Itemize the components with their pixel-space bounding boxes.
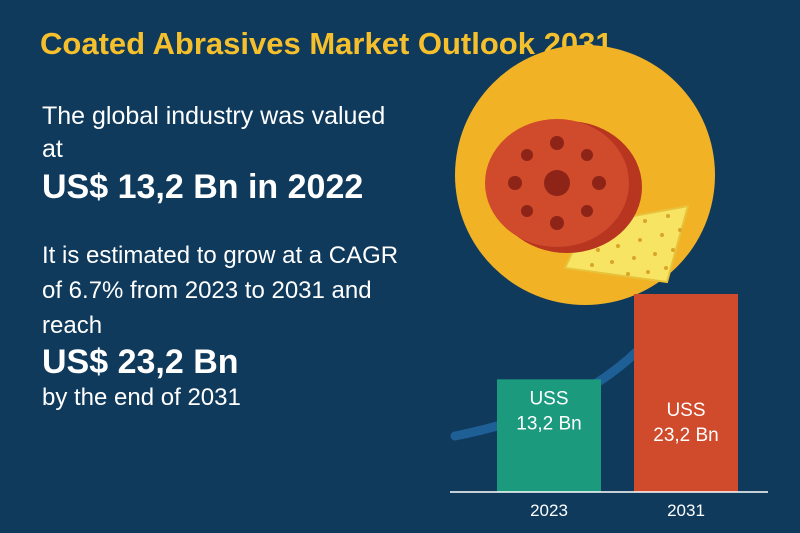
abrasive-disc-icon bbox=[485, 119, 642, 253]
bar-value-label: USS bbox=[666, 400, 705, 421]
bar-value-label: 13,2 Bn bbox=[516, 413, 582, 434]
growth-text: It is estimated to grow at a CAGR of 6.7… bbox=[42, 242, 399, 339]
value-2031-headline: US$ 23,2 Bn bbox=[42, 343, 239, 381]
page-title: Coated Abrasives Market Outlook 2031 bbox=[40, 26, 613, 61]
bar-value-label: 23,2 Bn bbox=[653, 425, 719, 446]
bar-2023 bbox=[497, 379, 601, 492]
end-text: by the end of 2031 bbox=[42, 384, 241, 411]
bar-2031 bbox=[634, 294, 738, 492]
value-2022-headline: US$ 13,2 Bn in 2022 bbox=[42, 168, 364, 206]
x-tick-label: 2023 bbox=[530, 501, 568, 520]
x-tick-label: 2031 bbox=[667, 501, 705, 520]
bar-value-label: USS bbox=[529, 388, 568, 409]
intro-text: The global industry was valued at bbox=[42, 102, 386, 163]
